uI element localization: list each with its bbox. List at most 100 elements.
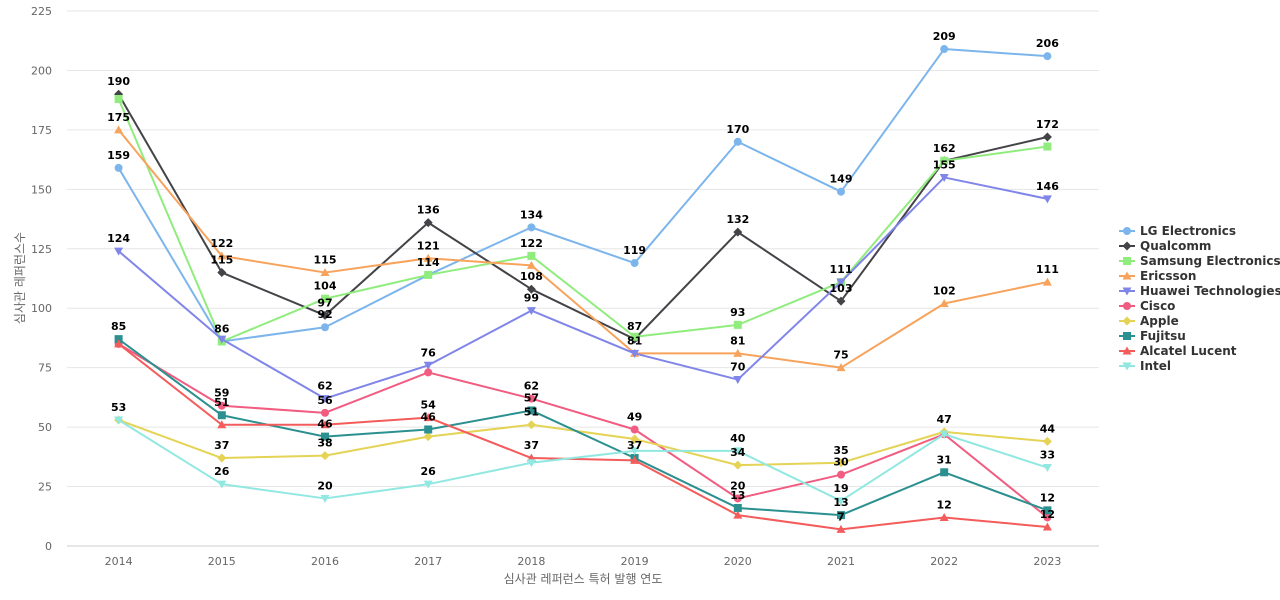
data-point [527,406,536,415]
data-label: 172 [1036,118,1059,131]
data-label: 209 [933,30,956,43]
legend-item-fujitsu[interactable]: Fujitsu [1119,329,1186,343]
legend-item-alcatel-lucent[interactable]: Alcatel Lucent [1119,344,1237,358]
data-point [837,470,845,479]
data-label: 26 [214,465,230,478]
data-label: 93 [730,306,745,319]
data-label: 104 [314,280,337,293]
data-label: 51 [524,406,539,419]
data-label: 57 [524,391,539,404]
series-huawei-technologies [114,173,1052,404]
legend-label: Fujitsu [1140,329,1186,343]
y-tick-label: 150 [31,183,52,196]
legend-marker [1123,227,1131,235]
data-point [527,223,536,232]
data-point [940,156,949,165]
x-tick-label: 2017 [414,555,442,568]
legend-item-samsung-electronics[interactable]: Samsung Electronics [1119,254,1280,268]
legend-label: LG Electronics [1140,224,1236,238]
legend-item-cisco[interactable]: Cisco [1119,299,1175,313]
series-line [117,343,1048,531]
data-label: 136 [417,204,440,217]
data-point [320,310,330,320]
legend-item-apple[interactable]: Apple [1119,314,1179,328]
data-label: 146 [1036,180,1059,193]
data-point [423,253,433,262]
data-point [733,510,743,519]
data-label: 37 [524,439,539,452]
data-point [1043,142,1052,151]
legend-marker [1123,302,1131,310]
data-label: 124 [107,232,130,245]
data-label: 37 [627,439,642,452]
data-point [424,270,433,279]
data-label: 108 [520,270,543,283]
data-label: 38 [317,437,332,450]
series-line [118,419,1048,502]
legend-label: Samsung Electronics [1140,254,1280,268]
data-label: 99 [524,292,539,305]
data-point [733,460,743,470]
x-tick-label: 2020 [724,555,752,568]
data-point [217,411,226,420]
series-line [117,129,1048,369]
data-label: 47 [937,413,952,426]
data-point [217,268,227,278]
y-tick-label: 175 [31,124,52,137]
legend-item-huawei-technologies[interactable]: Huawei Technologies [1119,284,1280,298]
x-axis-ticks: 2014 2015 2016 2017 2018 2019 2020 2021 2022 2023 [105,555,1062,568]
series-line [118,419,1048,467]
y-tick-label: 75 [38,362,52,375]
data-point [217,335,227,344]
data-point [321,294,329,303]
data-point [424,368,433,377]
data-point [423,413,433,422]
series-qualcomm [114,89,1052,344]
legend-label: Ericsson [1140,269,1196,283]
data-label: 13 [833,496,848,509]
data-point [630,259,639,268]
y-tick-label: 50 [38,421,52,434]
data-label: 37 [214,439,229,452]
y-tick-label: 200 [31,64,52,77]
data-point [423,361,433,370]
data-label: 31 [937,453,952,466]
data-label: 46 [317,418,333,431]
data-point [217,251,227,260]
data-point [733,227,743,237]
x-tick-label: 2022 [930,555,958,568]
legend-item-intel[interactable]: Intel [1119,359,1171,373]
legend-item-qualcomm[interactable]: Qualcomm [1119,239,1211,253]
data-point [114,163,123,172]
legend-marker [1122,346,1132,355]
legend-label: Apple [1140,314,1179,328]
data-point [939,173,949,182]
data-point [940,468,949,477]
data-point [733,376,743,385]
legend-marker [1122,271,1132,280]
data-point [836,524,846,533]
legend-marker [1122,241,1132,251]
legend-item-ericsson[interactable]: Ericsson [1119,269,1196,283]
series-lines [114,45,1052,533]
data-point [939,430,949,439]
data-point [836,497,846,506]
data-point [1042,522,1052,531]
series-lg-electronics [114,45,1052,346]
legend-item-lg-electronics[interactable]: LG Electronics [1119,224,1236,238]
data-label: 122 [210,237,233,250]
data-label: 175 [107,111,130,124]
data-label: 26 [421,465,437,478]
data-label: 97 [317,296,332,309]
data-label: 159 [107,149,130,162]
data-point [733,137,742,146]
data-point [320,451,330,461]
data-point [1043,506,1052,515]
legend-label: Intel [1140,359,1171,373]
data-label: 33 [1040,449,1055,462]
data-label: 115 [314,254,337,267]
y-tick-label: 125 [31,243,52,256]
data-point [320,420,330,429]
